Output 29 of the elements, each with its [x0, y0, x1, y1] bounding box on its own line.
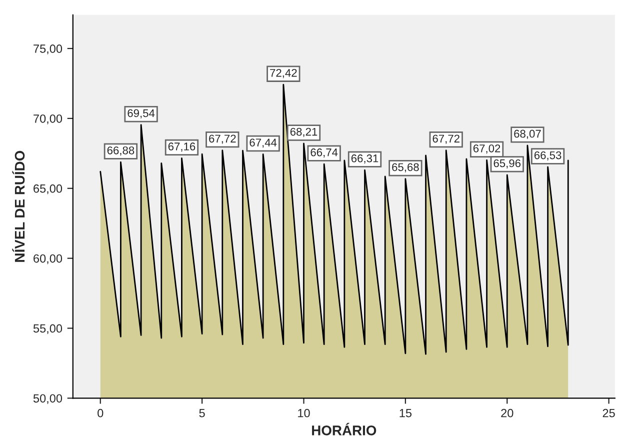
y-axis-title: NÍVEL DE RUÍDO — [12, 150, 25, 262]
x-tick-label: 15 — [400, 409, 412, 418]
data-label: 65,68 — [392, 163, 419, 172]
data-label: 67,02 — [473, 144, 500, 154]
data-label: 66,31 — [351, 154, 378, 164]
data-label: 68,21 — [290, 128, 318, 138]
data-label: 67,72 — [432, 134, 460, 144]
data-label: 67,44 — [250, 138, 277, 148]
y-tick-label: 70,00 — [34, 114, 62, 124]
data-label: 66,74 — [310, 148, 338, 158]
data-label: 67,72 — [209, 134, 236, 144]
x-tick-label: 10 — [298, 408, 310, 418]
y-tick-label: 65,00 — [34, 184, 62, 194]
x-tick-label: 0 — [98, 408, 104, 418]
y-tick-label: 75,00 — [34, 44, 62, 54]
data-label: 67,16 — [168, 142, 196, 152]
x-axis-title: HORÁRIO — [312, 422, 376, 436]
x-tick-label: 20 — [501, 408, 514, 418]
y-tick-label: 60,00 — [34, 254, 62, 264]
x-tick-label: 25 — [602, 408, 615, 418]
data-label: 68,07 — [514, 130, 541, 139]
y-tick-label: 50,00 — [33, 394, 62, 404]
y-tick-label: 55,00 — [33, 324, 62, 334]
data-label: 65,96 — [494, 159, 521, 168]
x-tick-label: 5 — [199, 409, 205, 418]
data-label: 72,42 — [270, 68, 297, 78]
data-label: 69,54 — [128, 109, 155, 118]
data-label: 66,53 — [534, 151, 562, 161]
data-label: 66,88 — [107, 146, 134, 156]
